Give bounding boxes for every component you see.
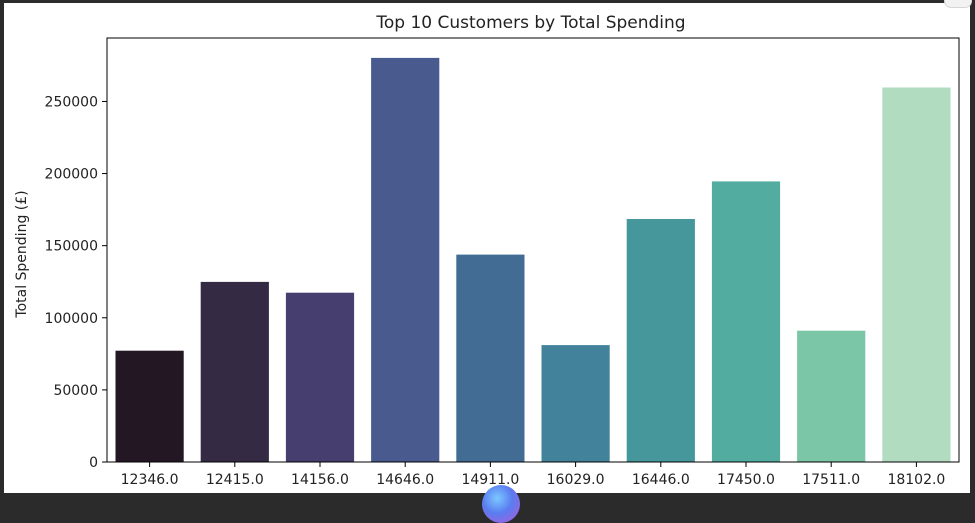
bar-14156.0: [285, 292, 355, 462]
y-tick-label: 0: [89, 455, 98, 471]
bar-17511.0: [797, 330, 866, 462]
bar-14911.0: [456, 254, 525, 462]
y-tick-label: 250000: [45, 94, 98, 110]
bar-16446.0: [626, 219, 695, 462]
x-tick-label: 16446.0: [632, 472, 690, 488]
y-tick-label: 100000: [45, 311, 98, 327]
x-tick-label: 17511.0: [802, 472, 860, 488]
y-tick-label: 200000: [45, 167, 98, 183]
x-tick-label: 12415.0: [206, 472, 264, 488]
bar-12415.0: [200, 281, 269, 462]
x-tick-label: 17450.0: [717, 472, 775, 488]
y-axis-label: Total Spending (£): [14, 190, 30, 318]
x-tick-label: 18102.0: [887, 472, 945, 488]
y-tick-label: 50000: [53, 383, 98, 399]
x-tick-label: 12346.0: [121, 472, 179, 488]
bar-17450.0: [711, 181, 781, 462]
bar-12346.0: [115, 350, 184, 462]
y-tick-label: 150000: [45, 239, 98, 255]
axes-frame: [106, 37, 960, 463]
bar-18102.0: [882, 87, 951, 462]
assistant-fab-icon[interactable]: [482, 485, 520, 523]
bar-chart: Top 10 Customers by Total Spending Total…: [14, 13, 960, 488]
x-tick-label: 16029.0: [547, 472, 605, 488]
chart-frame: Top 10 Customers by Total Spending Total…: [4, 3, 970, 493]
x-tick-label: 14646.0: [376, 472, 434, 488]
bar-16029.0: [541, 345, 610, 462]
bar-14646.0: [371, 57, 440, 463]
plot-area: 0 50000 100000 150000 200000 250000 12346.0 124…: [45, 37, 960, 488]
x-tick-label: 14911.0: [461, 472, 519, 488]
window-corner-button[interactable]: [944, 0, 972, 8]
x-tick-label: 14156.0: [291, 472, 349, 488]
chart-title: Top 10 Customers by Total Spending: [375, 13, 685, 33]
